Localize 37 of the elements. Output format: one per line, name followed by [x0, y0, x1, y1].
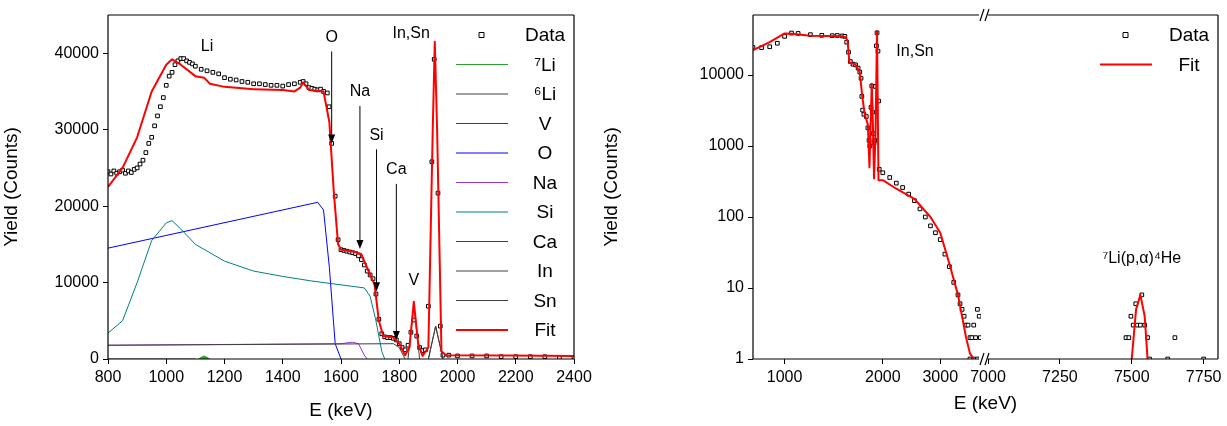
x-tick-label: 1400 [264, 368, 301, 386]
x-tick-label: 1000 [148, 368, 185, 386]
x-tick-label: 7750 [1185, 368, 1222, 386]
y-tick-label: 100 [717, 207, 745, 225]
y-axis-title: Yield (Counts) [599, 127, 621, 247]
annotation: In,Sn [392, 24, 430, 42]
y-tick-label: 10000 [54, 272, 100, 290]
x-tick-label: 800 [94, 368, 122, 386]
x-tick-label: 2000 [865, 368, 901, 386]
y-tick-label: 1 [735, 349, 745, 367]
x-axis-title: E (keV) [309, 398, 373, 420]
legend-label: Data [524, 24, 566, 46]
annotation: ⁷Li(p,α)⁴He [1102, 249, 1182, 267]
x-tick-label: 1000 [766, 368, 803, 386]
x-axis-title: E (keV) [952, 392, 1019, 414]
x-tick-label: 7000 [970, 368, 1006, 386]
y-tick-label: 0 [90, 349, 100, 367]
y-tick-label: 10000 [699, 65, 745, 83]
x-tick-label: 2200 [497, 368, 534, 386]
annotation: O [325, 27, 338, 45]
y-tick-label: 20000 [54, 196, 100, 214]
x-tick-label: 7250 [1042, 368, 1078, 386]
x-tick-label: 1800 [381, 368, 418, 386]
x-tick-label: 2400 [556, 368, 592, 386]
y-tick-label: 30000 [54, 120, 100, 138]
x-tick-label: 1200 [206, 368, 243, 386]
y-tick-label: 40000 [54, 43, 100, 61]
annotation: Li [200, 36, 214, 54]
legend-label: Fit [1178, 53, 1201, 75]
x-tick-label: 1600 [323, 368, 359, 386]
legend-label: Data [1168, 24, 1210, 46]
y-tick-label: 10 [726, 278, 745, 296]
x-tick-label: 3000 [922, 368, 959, 386]
x-tick-label: 7500 [1113, 368, 1150, 386]
y-axis-title: Yield (Counts) [0, 127, 21, 247]
x-tick-label: 2000 [439, 368, 476, 386]
y-tick-label: 1000 [708, 136, 745, 154]
